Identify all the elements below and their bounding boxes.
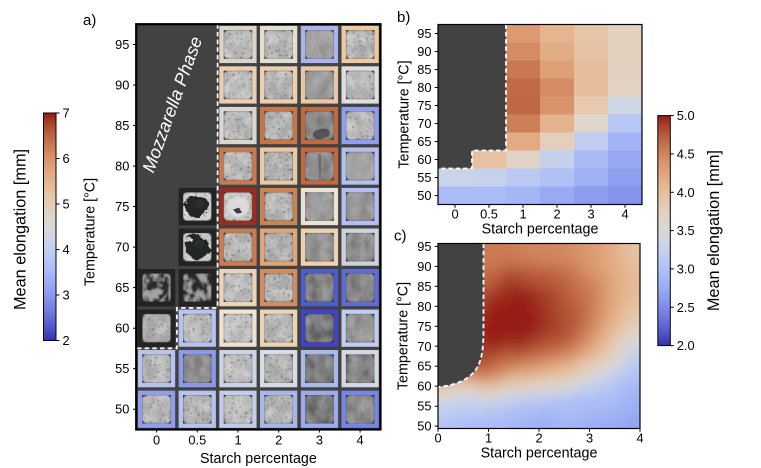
svg-text:Temperature [°C]: Temperature [°C] bbox=[396, 60, 412, 168]
svg-text:0.5: 0.5 bbox=[188, 432, 206, 447]
svg-text:55: 55 bbox=[417, 170, 431, 185]
svg-text:5: 5 bbox=[63, 197, 70, 212]
svg-text:Starch percentage: Starch percentage bbox=[200, 451, 317, 467]
svg-text:80: 80 bbox=[115, 159, 129, 174]
svg-text:a): a) bbox=[83, 12, 96, 29]
svg-text:0: 0 bbox=[451, 207, 458, 222]
svg-text:3: 3 bbox=[587, 207, 594, 222]
svg-text:0: 0 bbox=[434, 431, 441, 446]
svg-text:75: 75 bbox=[115, 199, 129, 214]
svg-text:Temperature [°C]: Temperature [°C] bbox=[82, 178, 98, 286]
svg-text:Starch percentage: Starch percentage bbox=[481, 445, 598, 461]
svg-text:1: 1 bbox=[234, 432, 241, 447]
svg-text:70: 70 bbox=[417, 116, 431, 131]
svg-text:2: 2 bbox=[275, 432, 282, 447]
svg-text:70: 70 bbox=[417, 339, 431, 354]
svg-text:85: 85 bbox=[115, 118, 129, 133]
svg-text:4.5: 4.5 bbox=[677, 146, 695, 161]
svg-text:70: 70 bbox=[115, 240, 129, 255]
svg-text:3: 3 bbox=[316, 432, 323, 447]
svg-text:3: 3 bbox=[63, 288, 70, 303]
svg-text:0: 0 bbox=[153, 432, 160, 447]
svg-text:95: 95 bbox=[115, 37, 129, 52]
svg-text:65: 65 bbox=[417, 134, 431, 149]
svg-text:75: 75 bbox=[417, 319, 431, 334]
svg-text:95: 95 bbox=[417, 26, 431, 41]
svg-text:6: 6 bbox=[63, 151, 70, 166]
svg-text:4: 4 bbox=[63, 242, 70, 257]
svg-text:Temperature [°C]: Temperature [°C] bbox=[396, 282, 412, 390]
svg-text:3.0: 3.0 bbox=[677, 261, 695, 276]
svg-text:90: 90 bbox=[115, 78, 129, 93]
svg-text:0.5: 0.5 bbox=[480, 207, 498, 222]
svg-text:b): b) bbox=[397, 9, 410, 26]
svg-text:7: 7 bbox=[63, 106, 70, 121]
svg-text:65: 65 bbox=[417, 359, 431, 374]
svg-text:95: 95 bbox=[417, 239, 431, 254]
svg-text:80: 80 bbox=[417, 299, 431, 314]
svg-text:5.0: 5.0 bbox=[677, 108, 695, 123]
svg-text:80: 80 bbox=[417, 80, 431, 95]
svg-text:50: 50 bbox=[417, 419, 431, 434]
svg-text:1: 1 bbox=[519, 207, 526, 222]
svg-text:2: 2 bbox=[63, 333, 70, 348]
svg-text:50: 50 bbox=[115, 402, 129, 417]
svg-text:60: 60 bbox=[417, 152, 431, 167]
svg-text:2.0: 2.0 bbox=[677, 338, 695, 353]
svg-text:90: 90 bbox=[417, 44, 431, 59]
svg-text:3.5: 3.5 bbox=[677, 223, 695, 238]
svg-text:90: 90 bbox=[417, 259, 431, 274]
svg-text:c): c) bbox=[394, 228, 407, 245]
svg-text:60: 60 bbox=[417, 379, 431, 394]
svg-text:55: 55 bbox=[115, 361, 129, 376]
svg-text:2: 2 bbox=[553, 207, 560, 222]
svg-text:2: 2 bbox=[535, 431, 542, 446]
svg-text:4: 4 bbox=[357, 432, 364, 447]
svg-text:85: 85 bbox=[417, 279, 431, 294]
svg-text:60: 60 bbox=[115, 321, 129, 336]
svg-text:4: 4 bbox=[636, 431, 643, 446]
svg-text:75: 75 bbox=[417, 98, 431, 113]
svg-text:Starch percentage: Starch percentage bbox=[482, 221, 599, 237]
svg-text:4.0: 4.0 bbox=[677, 185, 695, 200]
svg-text:3: 3 bbox=[586, 431, 593, 446]
svg-text:2.5: 2.5 bbox=[677, 300, 695, 315]
svg-text:4: 4 bbox=[621, 207, 628, 222]
svg-text:85: 85 bbox=[417, 62, 431, 77]
svg-text:1: 1 bbox=[485, 431, 492, 446]
svg-text:65: 65 bbox=[115, 280, 129, 295]
svg-text:55: 55 bbox=[417, 399, 431, 414]
svg-text:50: 50 bbox=[417, 188, 431, 203]
svg-text:Mean elongation [mm]: Mean elongation [mm] bbox=[12, 149, 30, 310]
svg-text:Mean elongation [mm]: Mean elongation [mm] bbox=[705, 150, 723, 311]
